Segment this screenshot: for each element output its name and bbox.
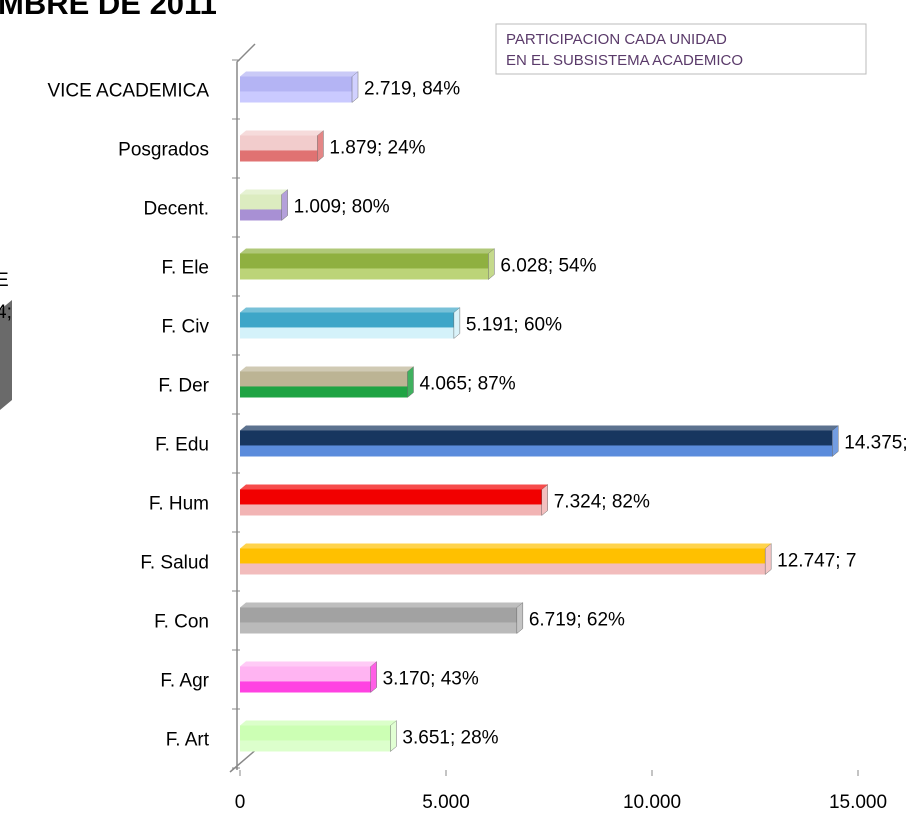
value-label: 5.191; 60%	[466, 315, 562, 336]
chart-title: MBRE DE 2011	[0, 0, 217, 21]
bar	[240, 371, 408, 398]
bar-top	[240, 307, 460, 313]
bar-top	[240, 720, 397, 726]
y-tick-label: F. Edu	[155, 435, 209, 456]
bar-top	[240, 484, 548, 490]
cropped-text: E	[0, 270, 9, 291]
y-tick-label: F. Agr	[160, 671, 209, 692]
y-tick-label: F. Salud	[140, 553, 209, 574]
cropped-text: 4;	[0, 302, 12, 323]
bar-side	[832, 424, 839, 458]
value-label: 4.065; 87%	[419, 374, 515, 395]
legend-text: EN EL SUBSISTEMA ACADEMICO	[506, 52, 743, 69]
bar-top	[240, 248, 495, 254]
bar-side	[516, 601, 524, 635]
value-label: 6.028; 54%	[500, 256, 596, 277]
bar-side	[370, 660, 377, 694]
bar	[240, 430, 833, 457]
y-tick-label: F. Art	[166, 730, 210, 751]
bar	[240, 489, 542, 516]
bar	[240, 725, 391, 752]
bar	[240, 253, 489, 280]
legend-box	[495, 23, 867, 75]
value-label: 12.747; 7	[777, 551, 856, 572]
x-tick-label: 10.000	[623, 792, 681, 813]
x-tick-label: 5.000	[422, 792, 470, 813]
bar-side	[390, 719, 397, 753]
bar-side	[541, 483, 548, 517]
bar-side	[453, 306, 461, 340]
bar-side	[488, 247, 495, 281]
value-label: 6.719; 62%	[529, 610, 625, 631]
bar	[240, 607, 517, 634]
bar-top	[240, 130, 324, 136]
legend-text: PARTICIPACION CADA UNIDAD	[506, 31, 727, 48]
value-label: 14.375;	[844, 433, 907, 454]
bar-top	[240, 602, 523, 608]
y-tick-label: F. Hum	[149, 494, 209, 515]
bar	[240, 76, 353, 103]
bar	[240, 194, 282, 221]
y-tick-label: F. Civ	[162, 317, 210, 338]
value-label: 1.009; 80%	[294, 197, 390, 218]
bar-top	[240, 661, 377, 667]
bar-top	[240, 543, 772, 549]
value-label: 1.879; 24%	[329, 138, 425, 159]
bar-side	[407, 365, 414, 399]
bar	[240, 312, 454, 339]
bar	[240, 135, 318, 162]
y-tick-label: F. Ele	[161, 258, 209, 279]
bar	[240, 548, 766, 575]
y-tick-label: F. Con	[154, 612, 209, 633]
y-tick-label: VICE ACADEMICA	[47, 81, 209, 102]
x-tick-label: 15.000	[829, 792, 887, 813]
bar-side	[351, 70, 359, 104]
cropped-shape	[0, 300, 12, 410]
y-tick-label: Decent.	[144, 199, 209, 220]
value-label: 3.651; 28%	[402, 728, 498, 749]
bar-side	[764, 542, 772, 576]
bar-top	[240, 425, 839, 431]
bar-side	[317, 129, 324, 163]
bar	[240, 666, 371, 693]
value-label: 2.719, 84%	[364, 79, 460, 100]
value-label: 3.170; 43%	[383, 669, 479, 690]
value-label: 7.324; 82%	[554, 492, 650, 513]
y-tick-label: F. Der	[158, 376, 209, 397]
y-tick-label: Posgrados	[118, 140, 209, 161]
y-axis	[236, 43, 256, 770]
bar-side	[281, 188, 288, 222]
x-tick-label: 0	[235, 792, 246, 813]
bar-top	[240, 189, 288, 195]
bar-top	[240, 366, 414, 372]
bar-top	[240, 71, 359, 77]
